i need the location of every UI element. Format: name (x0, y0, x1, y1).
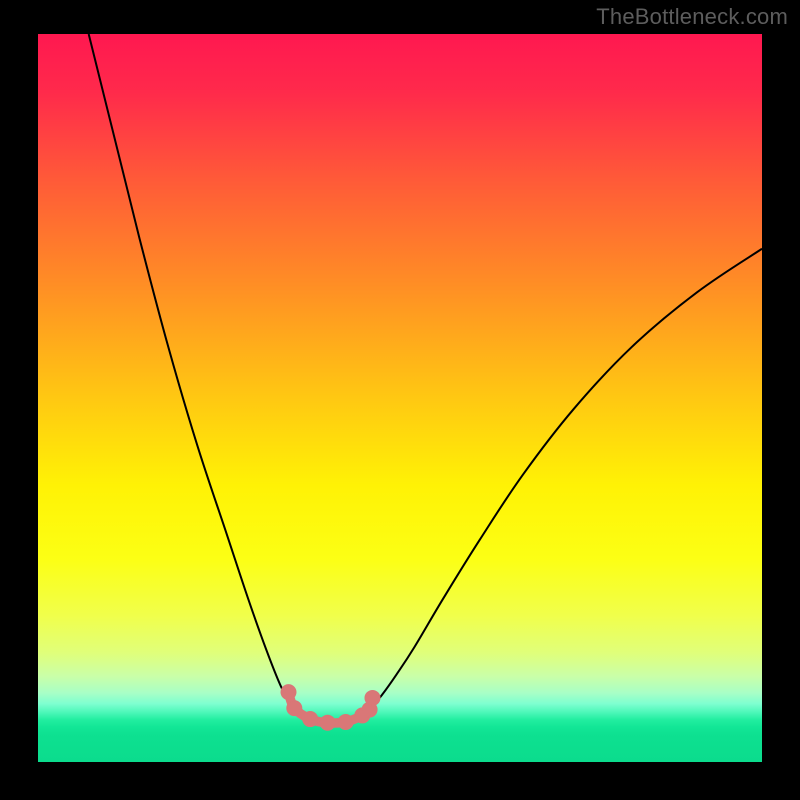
marker-highlight-segment-3 (320, 715, 335, 730)
chart-frame: TheBottleneck.com (0, 0, 800, 800)
marker-highlight-segment-2 (303, 712, 318, 727)
gradient-background (38, 34, 762, 762)
marker-highlight-segment-4 (338, 714, 353, 729)
marker-highlight-segment-1 (287, 701, 302, 716)
marker-highlight-segment-7 (365, 690, 380, 705)
marker-highlight-segment-0 (281, 685, 296, 700)
plot-area (38, 34, 762, 762)
chart-svg (38, 34, 762, 762)
watermark-text: TheBottleneck.com (596, 4, 788, 30)
